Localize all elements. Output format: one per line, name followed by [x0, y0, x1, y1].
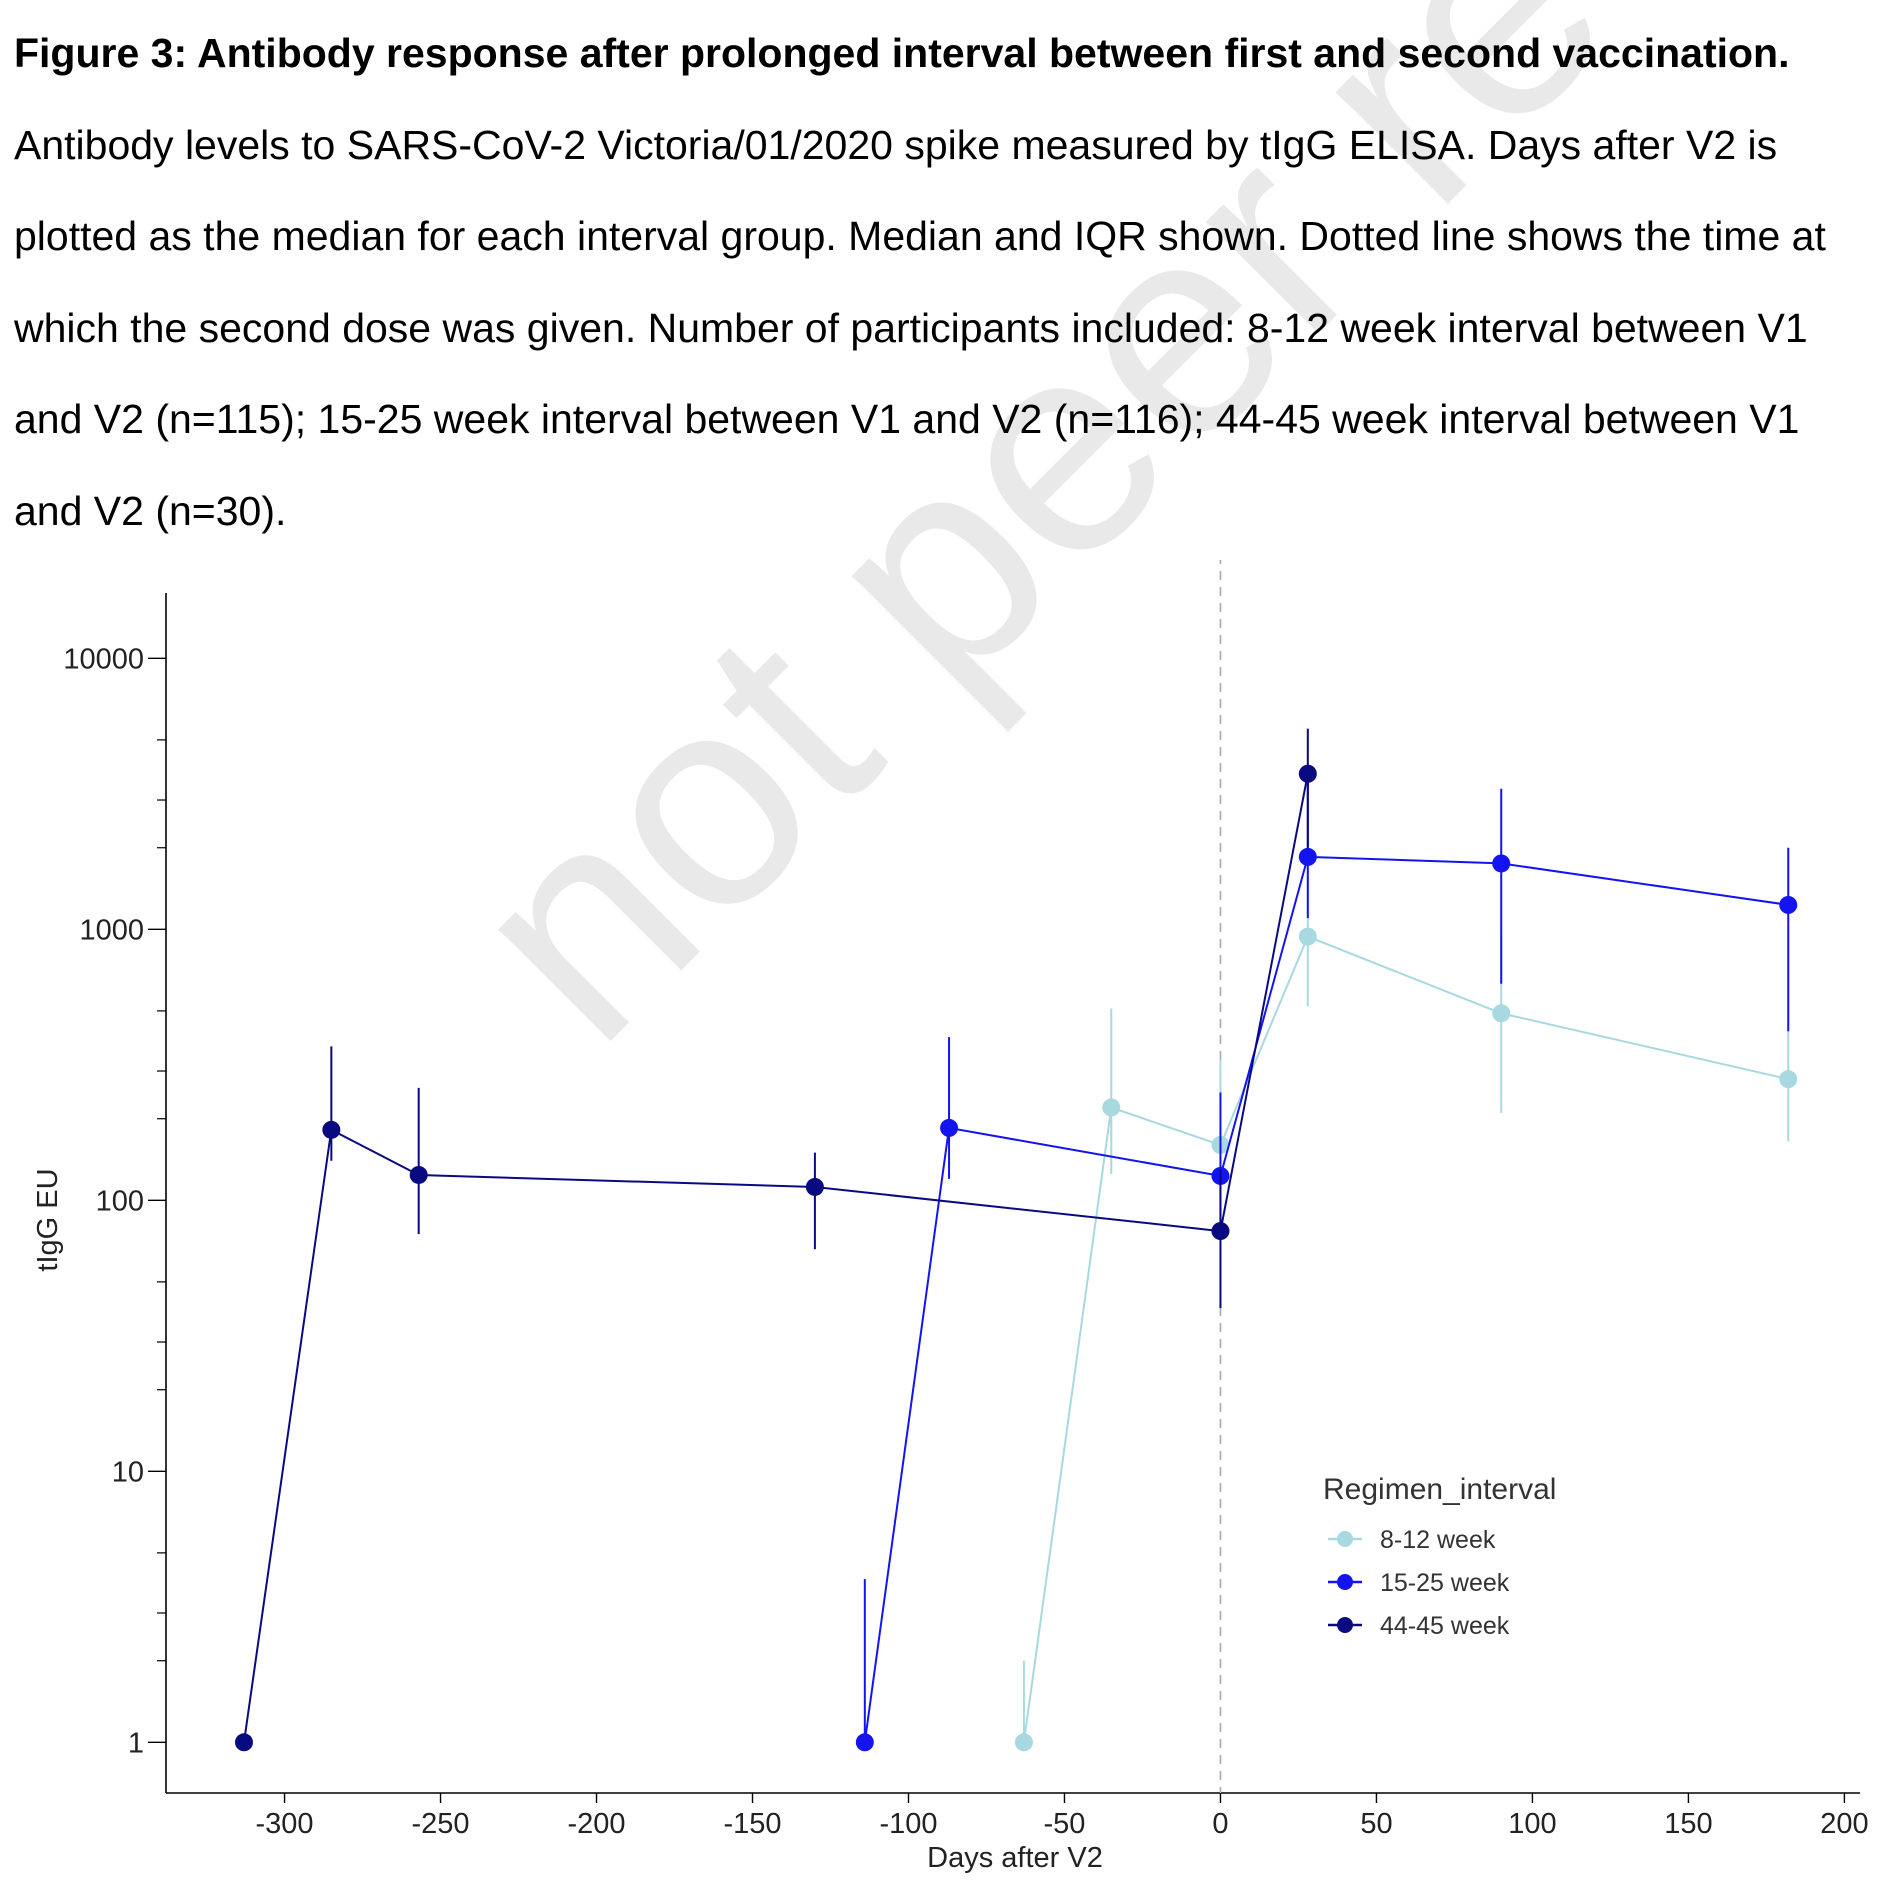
legend-label: 44-45 week [1380, 1612, 1510, 1640]
x-axis-title: Days after V2 [927, 1842, 1103, 1874]
x-tick-label: 0 [1212, 1808, 1228, 1840]
data-point [1779, 1070, 1798, 1089]
legend-item: 44-45 week [1328, 1612, 1510, 1640]
legend-swatch-marker [1337, 1617, 1353, 1633]
x-tick-label: -250 [412, 1808, 470, 1840]
legend-item: 15-25 week [1328, 1569, 1510, 1597]
y-tick-label: 10000 [63, 643, 144, 675]
series-2 [234, 728, 1317, 1752]
data-point [1298, 764, 1317, 783]
data-point [1211, 1222, 1230, 1241]
y-tick-label: 10 [112, 1456, 144, 1488]
series-line [243, 773, 1309, 1743]
data-point [1298, 847, 1317, 866]
series-line [1022, 935, 1789, 1743]
x-tick-label: -100 [879, 1808, 937, 1840]
legend-label: 15-25 week [1380, 1569, 1510, 1597]
caption-body: Antibody levels to SARS-CoV-2 Victoria/0… [14, 121, 1826, 534]
legend-title: Regimen_interval [1323, 1473, 1556, 1506]
data-point [1492, 854, 1511, 873]
data-point [1014, 1733, 1033, 1752]
series-1 [855, 781, 1798, 1752]
data-point [1779, 895, 1798, 914]
data-point [234, 1733, 253, 1752]
legend-swatch-marker [1337, 1531, 1353, 1547]
data-point [1102, 1098, 1121, 1117]
figure-caption: Figure 3: Antibody response after prolon… [14, 8, 1864, 557]
data-point [322, 1120, 341, 1139]
series-line [863, 855, 1789, 1743]
antibody-chart: -300 -250 -200 -150 -100 -50 0 50 100 150 200 1 10 10… [32, 560, 1869, 1874]
x-tick-label: -300 [256, 1808, 314, 1840]
axes: -300 -250 -200 -150 -100 -50 0 50 100 150 200 1 10 10… [32, 593, 1869, 1874]
series-layer [234, 728, 1798, 1752]
x-tick-label: -200 [567, 1808, 625, 1840]
x-tick-label: 50 [1360, 1808, 1392, 1840]
x-tick-label: 150 [1664, 1808, 1712, 1840]
x-tick-label: 200 [1820, 1808, 1868, 1840]
x-tick-label: 100 [1508, 1808, 1556, 1840]
data-point [940, 1118, 959, 1137]
data-point [855, 1733, 874, 1752]
data-point [1492, 1004, 1511, 1023]
legend-swatch-marker [1337, 1574, 1353, 1590]
data-point [1298, 927, 1317, 946]
y-tick-label: 1000 [79, 914, 144, 946]
legend: Regimen_interval 8-12 week 15-25 week 44-45… [1323, 1473, 1556, 1640]
x-tick-label: -50 [1044, 1808, 1086, 1840]
legend-label: 8-12 week [1380, 1526, 1496, 1554]
y-tick-label: 1 [128, 1727, 144, 1759]
y-axis-title: tIgG EU [32, 1168, 64, 1271]
data-point [805, 1177, 824, 1196]
y-tick-label: 100 [96, 1185, 144, 1217]
legend-item: 8-12 week [1328, 1526, 1496, 1554]
x-tick-label: -150 [723, 1808, 781, 1840]
caption-title: Figure 3: Antibody response after prolon… [14, 30, 1790, 76]
data-point [409, 1165, 428, 1184]
